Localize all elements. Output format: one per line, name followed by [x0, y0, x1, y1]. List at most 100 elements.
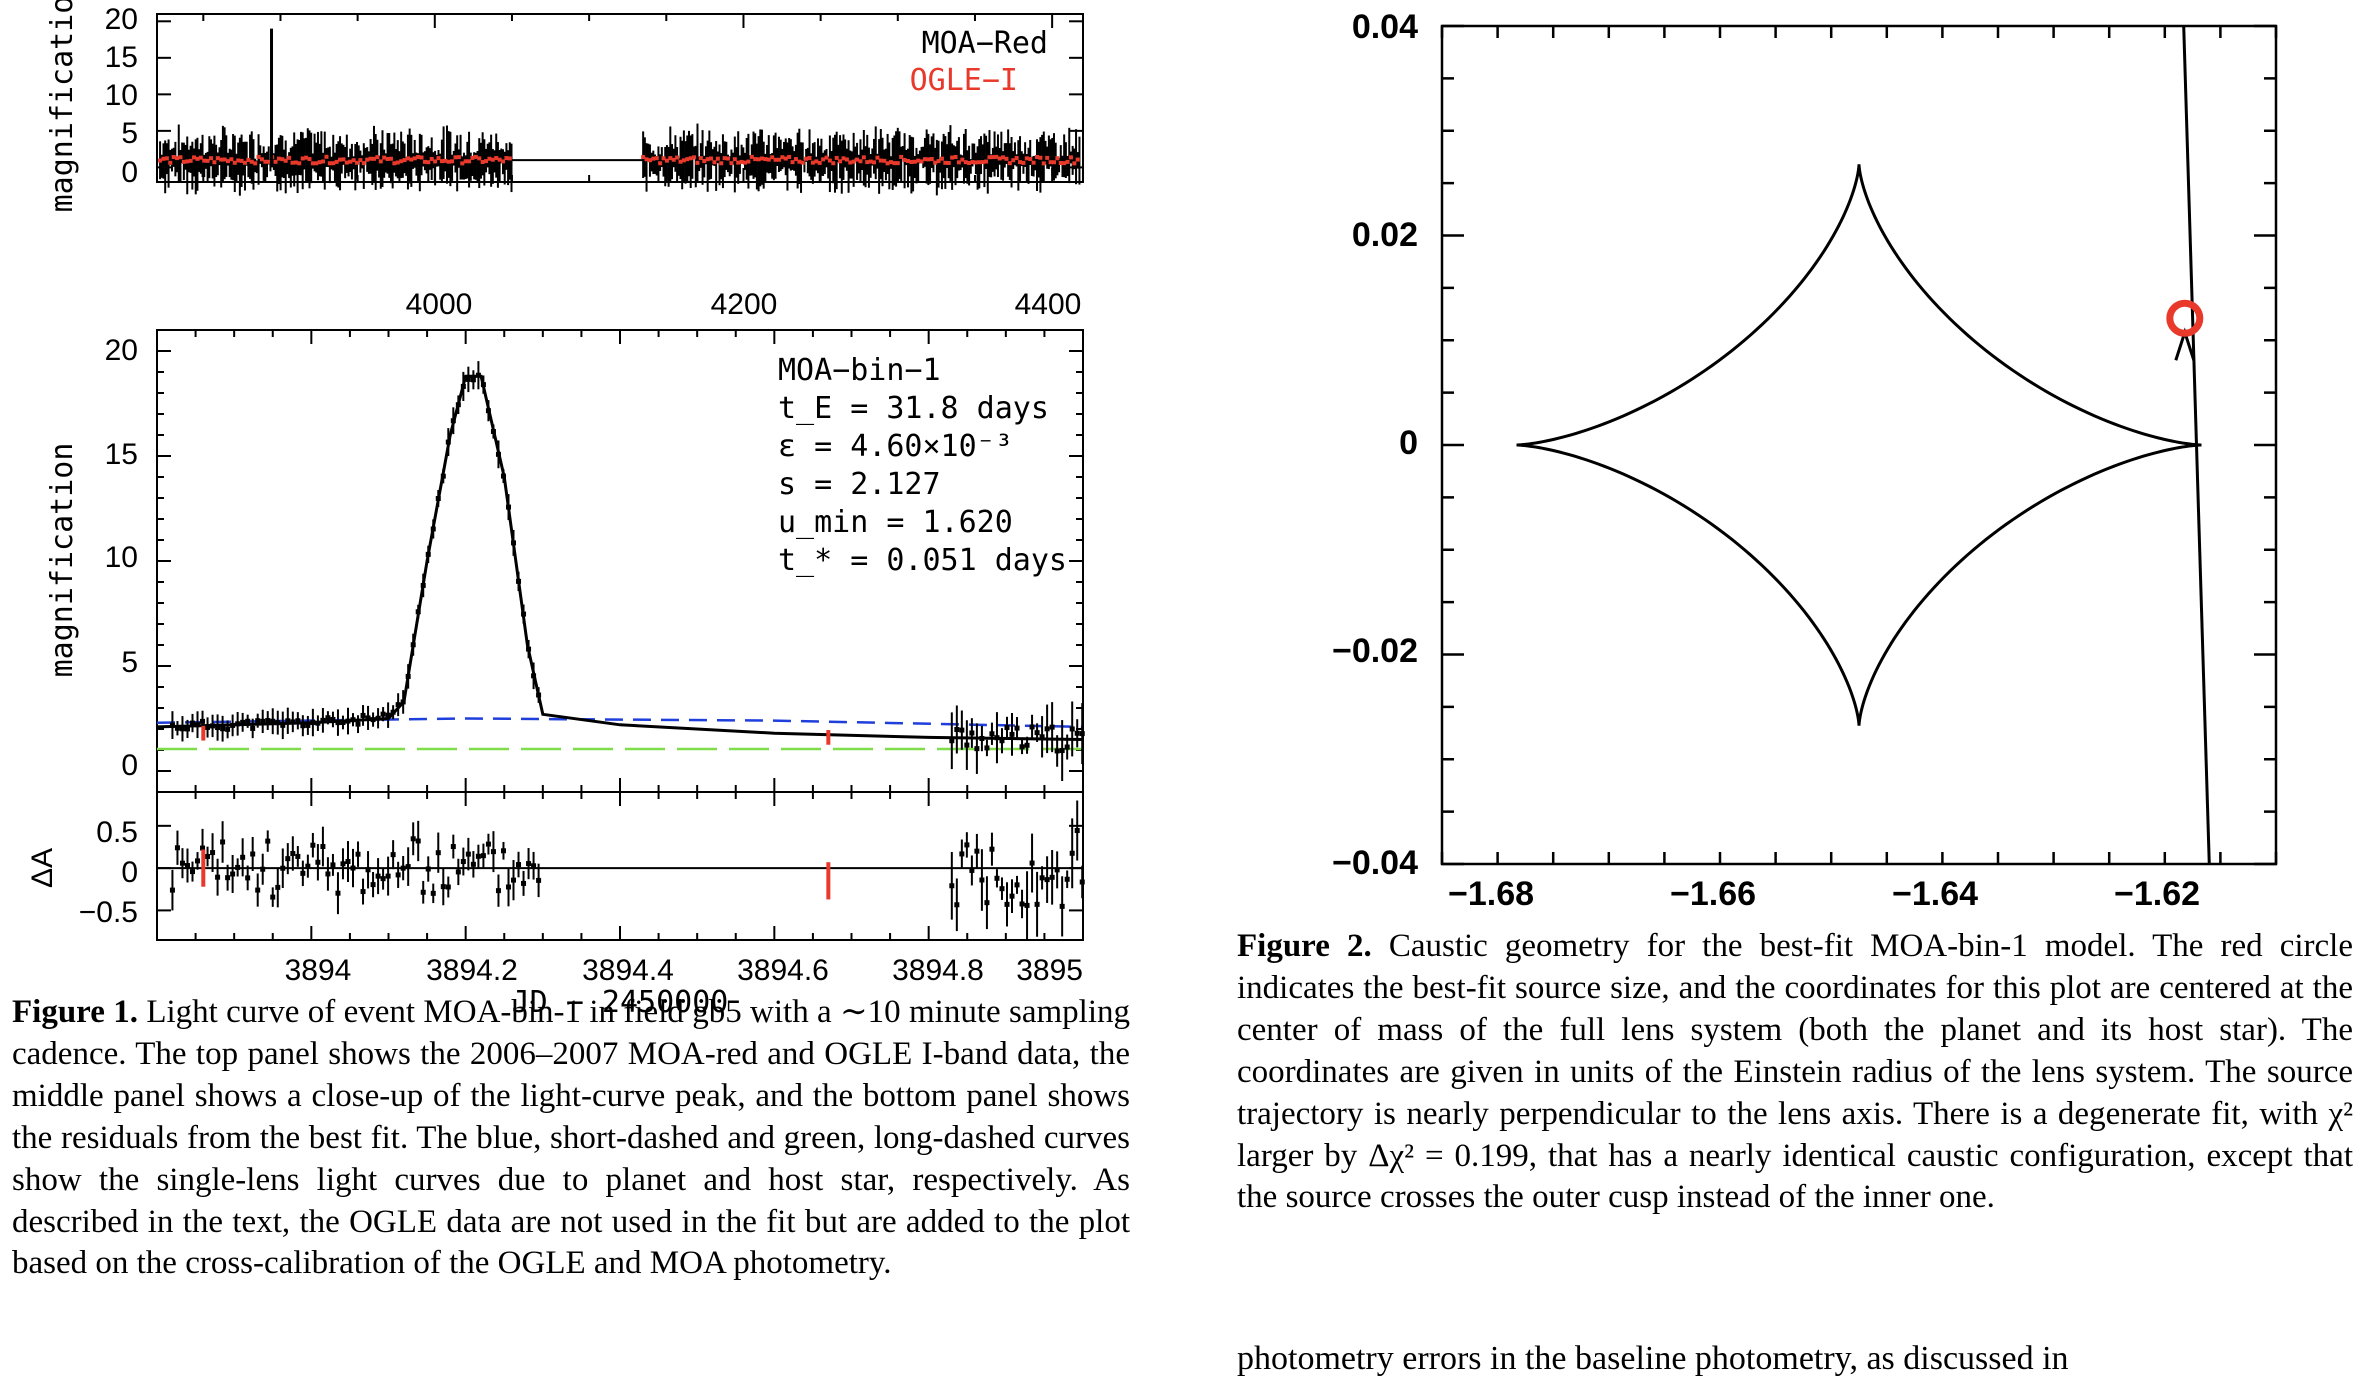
middle-panel: magnification 0 5 10 15 20 MOA−bin−1 t_E…: [45, 329, 1085, 793]
ogle-i-point: [719, 161, 724, 166]
residual-marker: [1014, 882, 1020, 888]
ogle-i-point: [763, 157, 768, 162]
ogle-i-point: [412, 156, 417, 161]
moa-data-marker: [285, 718, 291, 724]
ogle-i-point: [161, 156, 166, 161]
residual-marker: [350, 865, 356, 871]
ogle-i-point: [507, 156, 512, 161]
ogle-i-point: [198, 155, 203, 160]
ogle-i-point: [685, 157, 690, 162]
moa-data-marker: [275, 720, 281, 726]
middle-ytick: 20: [105, 334, 138, 367]
ogle-i-point: [256, 154, 261, 159]
residual-marker: [385, 873, 391, 879]
ogle-i-point: [1001, 155, 1006, 160]
residual-xtick: 3894: [285, 954, 352, 985]
middle-data: [156, 361, 1085, 782]
ogle-i-point: [787, 154, 792, 159]
ogle-i-point: [698, 156, 703, 161]
ogle-i-point: [460, 161, 465, 166]
residual-marker: [505, 884, 511, 890]
ogle-i-point: [1028, 157, 1033, 162]
ogle-i-point: [946, 160, 951, 165]
residual-marker: [260, 866, 266, 872]
moa-data-marker: [1039, 734, 1045, 740]
ogle-i-point: [654, 156, 659, 161]
body-text-fragment: photometry errors in the baseline photom…: [1237, 1340, 2069, 1377]
residual-marker: [245, 875, 251, 881]
moa-data-marker: [1004, 725, 1010, 731]
residual-marker: [526, 861, 532, 867]
moa-data-marker: [536, 692, 542, 698]
moa-data-marker: [270, 718, 276, 724]
ogle-i-point: [314, 161, 319, 166]
moa-data-marker: [959, 727, 965, 733]
ogle-i-point: [882, 158, 887, 163]
moa-data-marker: [290, 719, 296, 725]
residual-marker: [200, 845, 206, 851]
residual-marker: [1024, 902, 1030, 908]
ogle-i-point: [1058, 160, 1063, 165]
ogle-i-point: [419, 155, 424, 160]
ogle-i-point: [297, 161, 302, 166]
moa-data-marker: [1074, 730, 1080, 736]
residual-xtick: 3895: [1016, 954, 1083, 985]
moa-data-marker: [460, 383, 466, 389]
ogle-i-point: [746, 159, 751, 164]
moa-data-marker: [969, 730, 975, 736]
caustic-ytick: 0.02: [1352, 216, 1418, 254]
ogle-i-point: [681, 158, 686, 163]
top-panel-frame: [156, 13, 1084, 183]
moa-data-marker: [450, 418, 456, 424]
residual-ytick: 0.5: [96, 816, 138, 849]
ogle-i-point: [290, 160, 295, 165]
ogle-i-point: [263, 159, 268, 164]
ogle-i-point: [1072, 161, 1077, 166]
ogle-i-point: [453, 155, 458, 160]
moa-data-marker: [370, 717, 376, 723]
ogle-i-point: [753, 157, 758, 162]
ogle-i-point: [967, 160, 972, 165]
ogle-i-point: [668, 156, 673, 161]
ogle-i-point: [658, 161, 663, 166]
ogle-i-point: [970, 160, 975, 165]
residual-marker: [250, 851, 256, 857]
moa-data-marker: [949, 738, 955, 744]
ogle-i-point: [209, 156, 214, 161]
ogle-i-point: [239, 158, 244, 163]
ogle-i-point: [664, 158, 669, 163]
ogle-i-point: [644, 157, 649, 162]
ogle-i-point: [178, 155, 183, 160]
ogle-i-point: [766, 157, 771, 162]
residual-marker: [1069, 850, 1075, 856]
caustic-ytick: −0.02: [1332, 632, 1418, 670]
residual-marker: [455, 869, 461, 875]
residual-marker: [230, 871, 236, 877]
residual-marker: [1044, 877, 1050, 883]
residual-marker: [215, 874, 221, 880]
ogle-i-point: [273, 159, 278, 164]
residual-ticks: [156, 792, 1084, 940]
residual-marker: [405, 864, 411, 870]
middle-ytick: 15: [105, 438, 138, 471]
ogle-i-point: [1075, 157, 1080, 162]
top-ytick: 10: [105, 79, 138, 112]
ogle-i-point: [321, 159, 326, 164]
ogle-i-point: [647, 158, 652, 163]
residual-marker: [205, 854, 211, 860]
ogle-i-point: [855, 157, 860, 162]
top-xtick: 4200: [711, 288, 778, 321]
param-te: t_E = 31.8 days: [778, 391, 1049, 426]
residual-marker: [189, 869, 195, 875]
ogle-i-point: [253, 161, 258, 166]
ogle-i-point: [885, 161, 890, 166]
ogle-i-point: [936, 159, 941, 164]
ogle-i-point: [1062, 161, 1067, 166]
ogle-i-point: [249, 159, 254, 164]
ogle-i-point: [422, 159, 427, 164]
moa-data-marker: [360, 712, 366, 718]
ogle-i-point: [780, 155, 785, 160]
residual-marker: [954, 902, 960, 908]
ogle-i-point: [800, 160, 805, 165]
ogle-i-point: [477, 156, 482, 161]
